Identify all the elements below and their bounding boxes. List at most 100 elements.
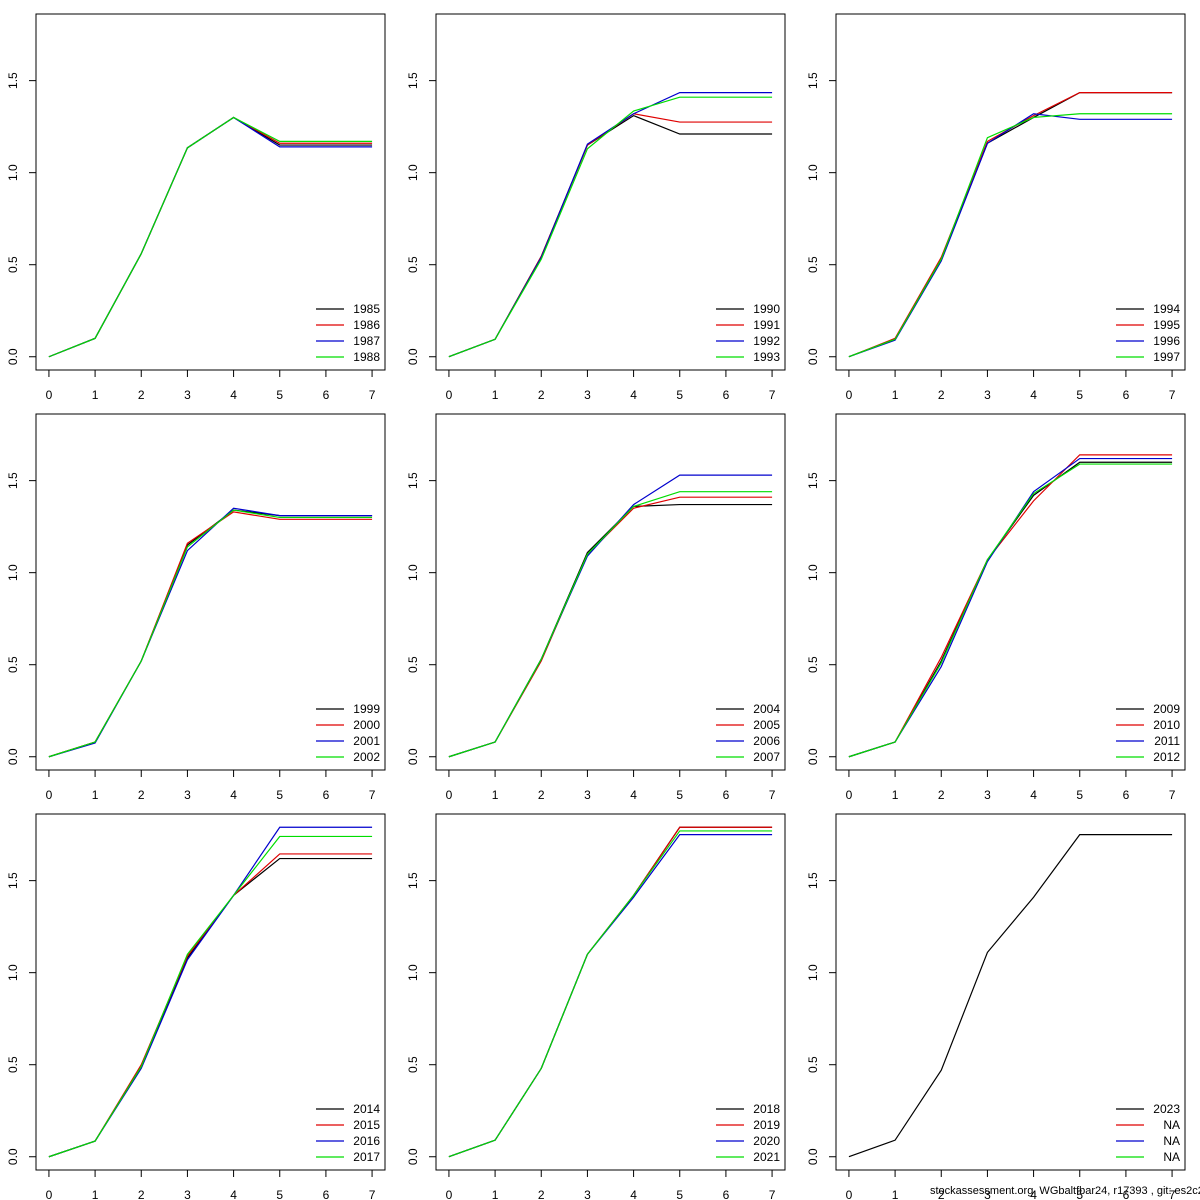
x-tick-label: 1 <box>92 388 99 402</box>
x-tick-label: 6 <box>323 788 330 802</box>
series-line <box>48 853 373 1158</box>
footer: stockassessment.org, WGbaltfbar24, r1739… <box>930 1185 1200 1197</box>
legend-label: 2002 <box>353 750 380 764</box>
legend-label: 2020 <box>753 1134 780 1148</box>
x-tick-label: 7 <box>769 788 776 802</box>
x-tick-label: 5 <box>676 1188 683 1200</box>
y-tick-label: 0.0 <box>6 348 20 365</box>
series-line <box>448 474 773 758</box>
series-line <box>48 857 373 1158</box>
y-tick-label: 1.0 <box>406 964 420 981</box>
x-tick-label: 7 <box>1169 788 1176 802</box>
series-line <box>448 491 773 758</box>
y-tick-label: 1.0 <box>6 564 20 581</box>
x-tick-label: 3 <box>584 1188 591 1200</box>
series-line <box>848 454 1173 758</box>
plot-frame <box>835 13 1186 371</box>
plot-frame <box>35 813 386 1171</box>
x-tick-label: 1 <box>492 388 499 402</box>
series-line <box>848 113 1173 358</box>
legend-label: 2000 <box>353 718 380 732</box>
legend-label: 1993 <box>753 350 780 364</box>
y-tick-label: 0.0 <box>406 1148 420 1165</box>
y-tick-label: 0.0 <box>406 748 420 765</box>
x-tick-label: 5 <box>276 388 283 402</box>
x-tick-label: 1 <box>892 388 899 402</box>
y-tick-label: 1.5 <box>806 472 820 489</box>
series-line <box>48 116 373 358</box>
x-tick-label: 7 <box>1169 388 1176 402</box>
legend-label: 1996 <box>1153 334 1180 348</box>
y-tick-label: 0.5 <box>806 256 820 273</box>
series-line <box>848 463 1173 758</box>
y-tick-label: 0.5 <box>406 656 420 673</box>
y-tick-label: 0.5 <box>406 1056 420 1073</box>
x-tick-label: 5 <box>676 788 683 802</box>
x-tick-label: 3 <box>584 788 591 802</box>
x-tick-label: 2 <box>938 788 945 802</box>
legend-label: 2004 <box>753 702 780 716</box>
x-tick-label: 6 <box>1123 388 1130 402</box>
x-tick-label: 1 <box>92 1188 99 1200</box>
series-line <box>448 503 773 758</box>
x-tick-label: 7 <box>369 788 376 802</box>
x-tick-label: 6 <box>723 388 730 402</box>
x-tick-label: 1 <box>492 1188 499 1200</box>
panel: 0 1 2 3 4 5 6 7 0.0 0.5 1.0 1.5 2023 NA NA NA <box>806 813 1186 1200</box>
panel: 0 1 2 3 4 5 6 7 0.0 0.5 1.0 1.5 2004 2005 2006 2007 <box>406 413 786 802</box>
plot-frame <box>35 13 386 371</box>
x-tick-label: 7 <box>769 388 776 402</box>
x-tick-label: 0 <box>46 388 53 402</box>
panel: 0 1 2 3 4 5 6 7 0.0 0.5 1.0 1.5 2018 2019 2020 2021 <box>406 813 786 1200</box>
legend-label: 1992 <box>753 334 780 348</box>
x-tick-label: 0 <box>846 788 853 802</box>
panel: 0 1 2 3 4 5 6 7 0.0 0.5 1.0 1.5 1999 2000 2001 2002 <box>6 413 386 802</box>
legend-label: NA <box>1163 1118 1180 1132</box>
legend-label: 1990 <box>753 302 780 316</box>
legend-label: 1995 <box>1153 318 1180 332</box>
x-tick-label: 7 <box>1169 1188 1176 1200</box>
y-tick-label: 1.0 <box>406 164 420 181</box>
legend-label: 1985 <box>353 302 380 316</box>
series-line <box>448 496 773 758</box>
y-tick-label: 1.5 <box>6 72 20 89</box>
legend-label: 1999 <box>353 702 380 716</box>
x-tick-label: 4 <box>630 388 637 402</box>
x-tick-label: 3 <box>184 388 191 402</box>
legend-label: 2019 <box>753 1118 780 1132</box>
series-line <box>48 509 373 758</box>
plot-frame <box>35 413 386 771</box>
x-tick-label: 2 <box>538 1188 545 1200</box>
x-tick-label: 6 <box>723 788 730 802</box>
legend-label: 1988 <box>353 350 380 364</box>
series-line <box>48 509 373 758</box>
x-tick-label: 1 <box>892 1188 899 1200</box>
x-tick-label: 0 <box>846 1188 853 1200</box>
series-line <box>448 96 773 358</box>
series-line <box>448 826 773 1158</box>
legend-label: 2016 <box>353 1134 380 1148</box>
series-line <box>848 113 1173 358</box>
legend-label: 2009 <box>1153 702 1180 716</box>
series-line <box>448 114 773 358</box>
series-line <box>448 91 773 358</box>
legend-label: 2014 <box>353 1102 380 1116</box>
series-line <box>448 830 773 1158</box>
x-tick-label: 0 <box>46 1188 53 1200</box>
x-tick-label: 6 <box>1123 788 1130 802</box>
legend-label: 2012 <box>1153 750 1180 764</box>
y-tick-label: 1.0 <box>806 964 820 981</box>
x-tick-label: 6 <box>323 1188 330 1200</box>
x-tick-label: 2 <box>138 388 145 402</box>
plot-frame <box>835 813 1186 1171</box>
y-tick-label: 1.5 <box>406 72 420 89</box>
panel: 0 1 2 3 4 5 6 7 0.0 0.5 1.0 1.5 1985 1986 1987 1988 <box>6 13 386 402</box>
panel: 0 1 2 3 4 5 6 7 0.0 0.5 1.0 1.5 1994 1995 1996 1997 <box>806 13 1186 402</box>
panel: 0 1 2 3 4 5 6 7 0.0 0.5 1.0 1.5 2014 2015 2016 2017 <box>6 813 386 1200</box>
legend-label: 2011 <box>1154 734 1180 748</box>
legend-label: 1986 <box>353 318 380 332</box>
legend-label: NA <box>1163 1134 1180 1148</box>
y-tick-label: 0.0 <box>6 748 20 765</box>
x-tick-label: 4 <box>1030 788 1037 802</box>
